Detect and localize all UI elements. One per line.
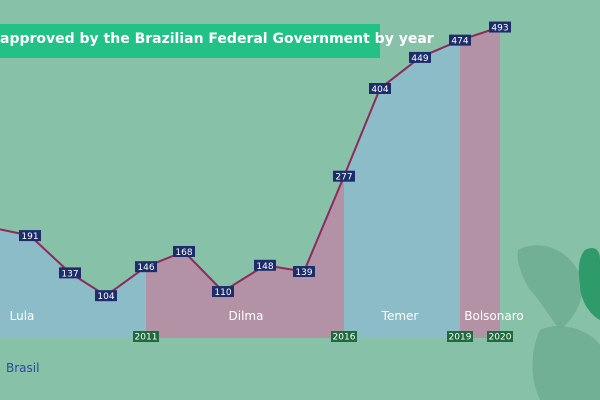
data-label-bg [135, 261, 157, 273]
data-label-bg [173, 245, 195, 257]
data-label: 493 [491, 24, 508, 34]
data-label-bg [293, 266, 315, 278]
year-tag-bg [447, 331, 473, 342]
year-tag: 2011 [135, 333, 158, 343]
source-note: Brasil [6, 361, 40, 375]
data-label: 139 [295, 268, 312, 278]
data-label: 474 [451, 37, 468, 47]
data-label: 168 [175, 248, 192, 258]
period-label: Bolsonaro [464, 309, 523, 323]
data-label-bg [19, 230, 41, 242]
period-area-bolsonaro [460, 27, 500, 338]
period-label: Temer [381, 309, 419, 323]
chart-title-banner: approved by the Brazilian Federal Govern… [0, 24, 434, 58]
data-label: 191 [21, 232, 38, 242]
data-label: 146 [137, 263, 154, 273]
data-label: 110 [214, 288, 231, 298]
period-label: Dilma [229, 309, 264, 323]
data-label: 148 [256, 262, 273, 272]
year-tag: 2019 [449, 333, 472, 343]
data-label-bg [409, 51, 431, 63]
data-label-bg [212, 286, 234, 298]
data-label-bg [449, 34, 471, 46]
data-label-bg [489, 21, 511, 33]
data-label: 449 [411, 54, 428, 64]
chart-title: approved by the Brazilian Federal Govern… [0, 31, 434, 47]
data-label: 104 [97, 292, 114, 302]
period-area-lula [0, 229, 146, 338]
year-tag-bg [487, 331, 513, 342]
year-tag: 2016 [333, 333, 356, 343]
data-label-bg [95, 290, 117, 302]
leaf-decoration-icon [517, 245, 600, 400]
data-label: 277 [335, 173, 352, 183]
data-label: 137 [61, 269, 78, 279]
data-label-bg [254, 259, 276, 271]
period-area-dilma [146, 176, 344, 338]
data-label-bg [333, 170, 355, 182]
period-label: Lula [10, 309, 35, 323]
year-tag-bg [331, 331, 357, 342]
year-tag: 2020 [489, 333, 512, 343]
data-label-bg [59, 267, 81, 279]
year-tag-bg [133, 331, 159, 342]
period-area-temer [344, 40, 460, 338]
data-label-bg [369, 82, 391, 94]
data-label: 404 [371, 85, 388, 95]
